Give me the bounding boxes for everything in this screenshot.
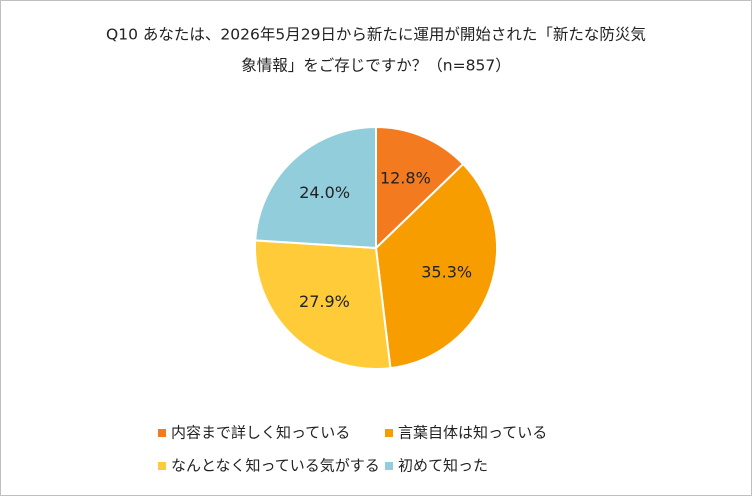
legend-label: 内容まで詳しく知っている	[171, 424, 350, 442]
pie-slice	[375, 125, 465, 251]
legend-swatch	[385, 462, 393, 470]
legend-label: 初めて知った	[398, 457, 488, 475]
chart-title: 象情報」をご存じですか？（n=857）	[241, 57, 510, 75]
pie-slice	[374, 162, 498, 370]
chart-title: Q10 あなたは、2026年5月29日から新たに運用が開始された「新たな防災気	[106, 26, 646, 44]
data-label: 24.0%	[299, 183, 350, 202]
data-label: 35.3%	[421, 263, 472, 282]
legend-swatch	[158, 462, 166, 470]
data-label: 12.8%	[380, 168, 431, 187]
pie-slice	[254, 239, 392, 370]
legend-label: 言葉自体は知っている	[398, 424, 547, 442]
pie-slice	[254, 125, 377, 250]
legend-swatch	[385, 429, 393, 437]
data-label: 27.9%	[299, 292, 350, 311]
legend-swatch	[158, 429, 166, 437]
legend-label: なんとなく知っている気がする	[171, 457, 380, 475]
